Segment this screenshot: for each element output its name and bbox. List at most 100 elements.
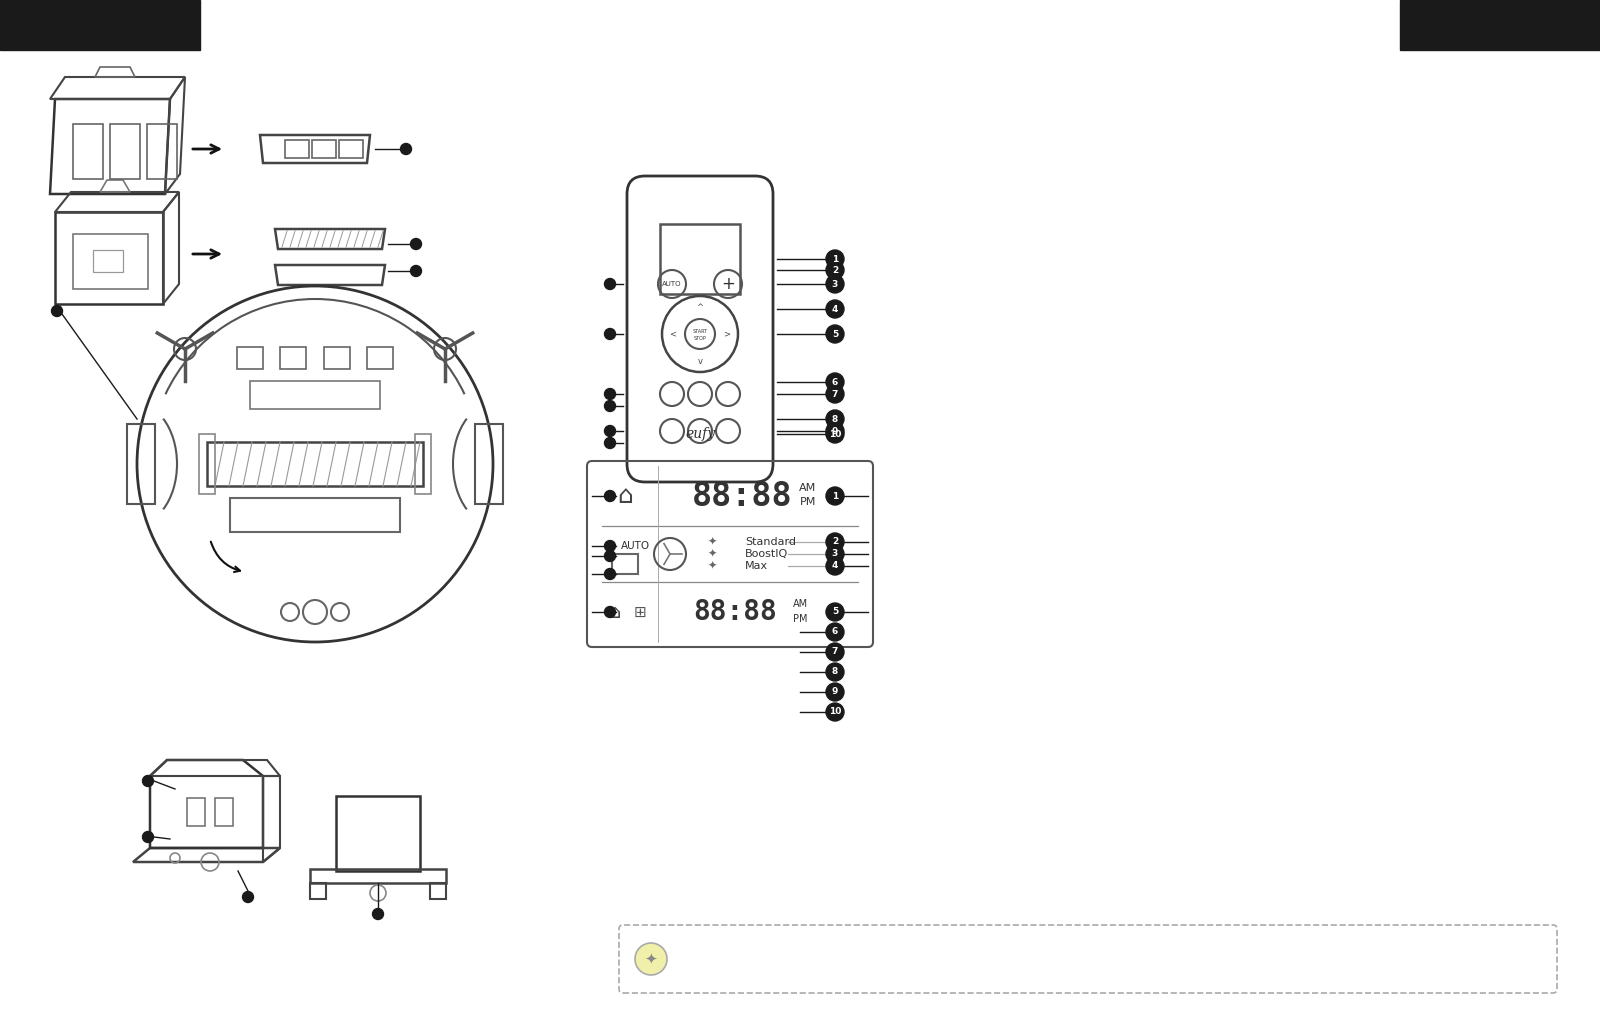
Circle shape [826, 643, 845, 661]
Bar [323, 347, 350, 369]
Text: 10: 10 [829, 429, 842, 438]
Circle shape [826, 250, 845, 268]
Text: 10: 10 [829, 707, 842, 716]
Bar [339, 140, 363, 158]
Text: ⊞: ⊞ [634, 604, 646, 620]
Text: >: > [723, 329, 731, 338]
Circle shape [826, 623, 845, 641]
Text: 2: 2 [832, 266, 838, 274]
Text: Standard: Standard [746, 537, 797, 547]
Bar [74, 124, 102, 179]
Circle shape [51, 306, 62, 317]
Text: 2: 2 [832, 537, 838, 546]
Text: BoostIQ: BoostIQ [746, 549, 789, 559]
Text: 88:88: 88:88 [693, 598, 778, 626]
Bar [74, 234, 147, 289]
Bar [312, 140, 336, 158]
Circle shape [826, 603, 845, 621]
Bar [237, 347, 262, 369]
Text: ✦: ✦ [707, 561, 717, 571]
Circle shape [826, 545, 845, 564]
Circle shape [605, 328, 616, 339]
Text: v: v [698, 357, 702, 366]
Text: Max: Max [746, 561, 768, 571]
Text: 6: 6 [832, 377, 838, 386]
Text: AM: AM [792, 599, 808, 609]
Text: 9: 9 [832, 688, 838, 697]
Circle shape [635, 943, 667, 975]
Text: 3: 3 [832, 549, 838, 558]
Text: ✦: ✦ [645, 952, 658, 966]
Circle shape [826, 410, 845, 428]
Text: 8: 8 [832, 667, 838, 677]
Bar [611, 554, 638, 574]
Bar [280, 347, 306, 369]
Circle shape [826, 325, 845, 343]
Text: 1: 1 [832, 255, 838, 264]
Circle shape [826, 275, 845, 293]
Text: <: < [669, 329, 677, 338]
Circle shape [826, 385, 845, 403]
Circle shape [826, 703, 845, 721]
Text: ⌂: ⌂ [618, 484, 634, 508]
Circle shape [826, 683, 845, 701]
Text: eufy: eufy [685, 427, 715, 441]
Bar [126, 424, 155, 504]
Circle shape [605, 606, 616, 618]
Text: ✦: ✦ [707, 537, 717, 547]
Circle shape [826, 425, 845, 443]
Circle shape [605, 400, 616, 412]
Text: ⌂: ⌂ [610, 602, 621, 622]
Text: 9: 9 [832, 427, 838, 435]
Text: 7: 7 [832, 389, 838, 398]
Text: 6: 6 [832, 628, 838, 637]
Text: 1: 1 [832, 491, 838, 500]
Text: PM: PM [800, 497, 816, 507]
Bar [206, 442, 422, 486]
Bar [187, 798, 205, 826]
Text: AUTO: AUTO [662, 281, 682, 287]
Text: +: + [722, 275, 734, 293]
Circle shape [826, 487, 845, 505]
Circle shape [826, 300, 845, 318]
Circle shape [605, 550, 616, 561]
Bar [250, 381, 381, 409]
Text: START: START [693, 328, 707, 333]
Circle shape [826, 533, 845, 551]
Text: 7: 7 [832, 647, 838, 656]
Text: ^: ^ [696, 303, 704, 312]
Bar [366, 347, 394, 369]
Circle shape [243, 892, 253, 903]
Bar [93, 250, 123, 272]
Text: 3: 3 [832, 279, 838, 288]
Bar [661, 224, 739, 294]
Text: 5: 5 [832, 329, 838, 338]
Bar [1400, 0, 1600, 50]
Circle shape [826, 422, 845, 440]
Text: 5: 5 [832, 607, 838, 616]
Bar [230, 498, 400, 532]
Bar [285, 140, 309, 158]
Circle shape [605, 540, 616, 551]
Text: 4: 4 [832, 305, 838, 314]
Text: PM: PM [792, 614, 808, 624]
Circle shape [373, 909, 384, 919]
Text: 88:88: 88:88 [691, 480, 792, 513]
Circle shape [142, 832, 154, 843]
Text: AUTO: AUTO [621, 541, 650, 551]
Circle shape [605, 388, 616, 399]
Text: STOP: STOP [694, 335, 706, 340]
Bar [214, 798, 234, 826]
Circle shape [400, 144, 411, 155]
Bar [0, 0, 200, 50]
Bar [414, 434, 430, 494]
Circle shape [411, 266, 421, 276]
Circle shape [411, 238, 421, 250]
Text: AM: AM [800, 483, 816, 493]
Circle shape [826, 663, 845, 681]
Circle shape [605, 569, 616, 580]
Circle shape [605, 278, 616, 289]
Circle shape [605, 426, 616, 436]
Circle shape [826, 261, 845, 279]
Text: 4: 4 [832, 561, 838, 571]
